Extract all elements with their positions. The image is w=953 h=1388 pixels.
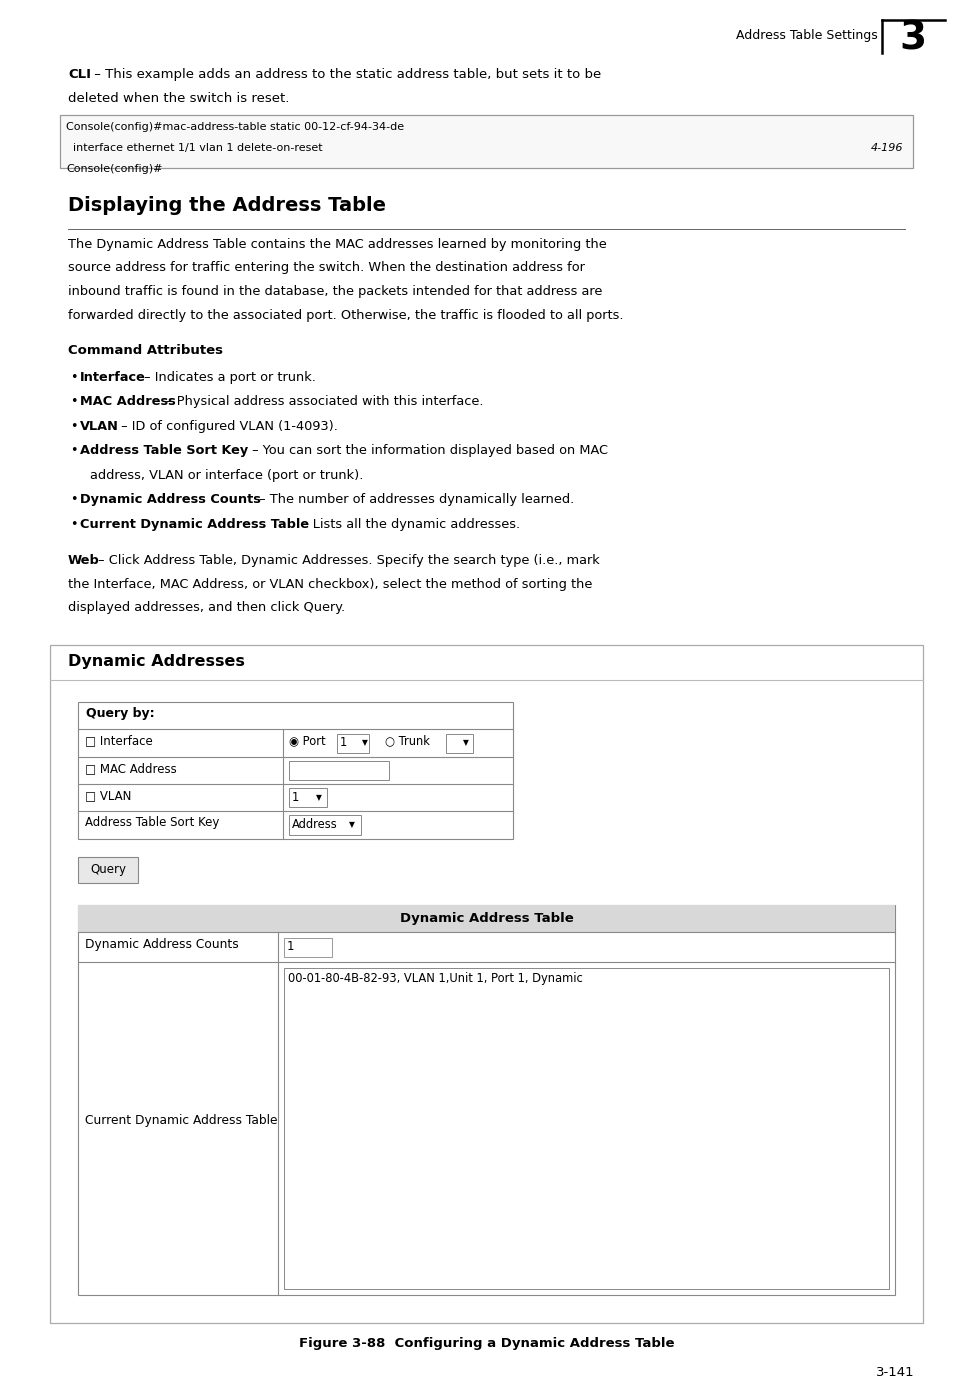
Text: deleted when the switch is reset.: deleted when the switch is reset. [68,93,289,105]
Text: Displaying the Address Table: Displaying the Address Table [68,196,386,215]
Text: CLI: CLI [68,68,91,81]
Text: 3-141: 3-141 [876,1366,914,1380]
Text: Interface: Interface [80,371,146,384]
Text: Current Dynamic Address Table: Current Dynamic Address Table [80,518,309,532]
Text: •: • [70,421,77,433]
Text: Query by:: Query by: [86,706,154,720]
Text: Dynamic Address Table: Dynamic Address Table [399,912,573,924]
Text: Figure 3-88  Configuring a Dynamic Address Table: Figure 3-88 Configuring a Dynamic Addres… [298,1337,674,1351]
Text: ▼: ▼ [349,820,355,829]
Text: Query: Query [90,863,126,876]
Text: ▼: ▼ [462,738,468,747]
Text: Current Dynamic Address Table: Current Dynamic Address Table [85,1115,277,1127]
Text: Web: Web [68,554,100,568]
Text: Console(config)#: Console(config)# [66,164,162,174]
Text: Dynamic Addresses: Dynamic Addresses [68,654,245,669]
Bar [78,905,894,931]
Bar [78,702,513,838]
Text: Console(config)#mac-address-table static 00-12-cf-94-34-de: Console(config)#mac-address-table static… [66,122,404,132]
Text: interface ethernet 1/1 vlan 1 delete-on-reset: interface ethernet 1/1 vlan 1 delete-on-… [66,143,322,153]
Text: – Indicates a port or trunk.: – Indicates a port or trunk. [140,371,315,384]
Text: •: • [70,396,77,408]
Text: – Physical address associated with this interface.: – Physical address associated with this … [162,396,483,408]
Bar [78,856,138,883]
Text: – Click Address Table, Dynamic Addresses. Specify the search type (i.e., mark: – Click Address Table, Dynamic Addresses… [93,554,598,568]
Text: – You can sort the information displayed based on MAC: – You can sort the information displayed… [248,444,607,458]
Text: – Lists all the dynamic addresses.: – Lists all the dynamic addresses. [297,518,519,532]
Text: 3: 3 [899,19,925,57]
Text: – This example adds an address to the static address table, but sets it to be: – This example adds an address to the st… [90,68,600,81]
Bar [289,761,389,780]
Text: Address: Address [292,818,337,831]
Bar [284,938,332,956]
Text: Address Table Settings: Address Table Settings [736,29,877,43]
Text: ▼: ▼ [315,793,321,802]
Text: •: • [70,371,77,384]
Text: 1: 1 [339,736,347,750]
Text: Address Table Sort Key: Address Table Sort Key [80,444,248,458]
Bar [336,734,369,754]
Text: □ MAC Address: □ MAC Address [85,762,176,775]
Text: – The number of addresses dynamically learned.: – The number of addresses dynamically le… [254,494,574,507]
Text: •: • [70,518,77,532]
Text: the Interface, MAC Address, or VLAN checkbox), select the method of sorting the: the Interface, MAC Address, or VLAN chec… [68,577,592,591]
Text: ▼: ▼ [361,738,368,747]
Text: 4-196: 4-196 [869,143,902,153]
Text: 1: 1 [292,791,299,804]
Bar [289,815,360,836]
Text: address, VLAN or interface (port or trunk).: address, VLAN or interface (port or trun… [90,469,363,482]
Text: The Dynamic Address Table contains the MAC addresses learned by monitoring the: The Dynamic Address Table contains the M… [68,237,606,251]
Text: □ VLAN: □ VLAN [85,788,132,802]
Bar [446,734,473,754]
Text: inbound traffic is found in the database, the packets intended for that address : inbound traffic is found in the database… [68,285,601,298]
Bar [78,905,894,1295]
Text: ○ Trunk: ○ Trunk [385,734,430,747]
Bar [289,788,327,806]
Text: – ID of configured VLAN (1-4093).: – ID of configured VLAN (1-4093). [117,421,337,433]
Text: •: • [70,494,77,507]
Bar [60,115,912,168]
Bar [50,645,923,1323]
Text: source address for traffic entering the switch. When the destination address for: source address for traffic entering the … [68,261,584,275]
Text: MAC Address: MAC Address [80,396,175,408]
Text: Dynamic Address Counts: Dynamic Address Counts [80,494,260,507]
Text: displayed addresses, and then click Query.: displayed addresses, and then click Quer… [68,601,345,615]
Text: Address Table Sort Key: Address Table Sort Key [85,816,219,829]
Text: □ Interface: □ Interface [85,734,152,747]
Text: VLAN: VLAN [80,421,119,433]
Bar [284,967,888,1289]
Text: Command Attributes: Command Attributes [68,344,223,357]
Text: •: • [70,444,77,458]
Text: 1: 1 [287,940,294,954]
Text: ◉ Port: ◉ Port [289,734,325,747]
Text: forwarded directly to the associated port. Otherwise, the traffic is flooded to : forwarded directly to the associated por… [68,308,623,322]
Text: 00-01-80-4B-82-93, VLAN 1,Unit 1, Port 1, Dynamic: 00-01-80-4B-82-93, VLAN 1,Unit 1, Port 1… [288,972,582,985]
Text: Dynamic Address Counts: Dynamic Address Counts [85,938,238,951]
